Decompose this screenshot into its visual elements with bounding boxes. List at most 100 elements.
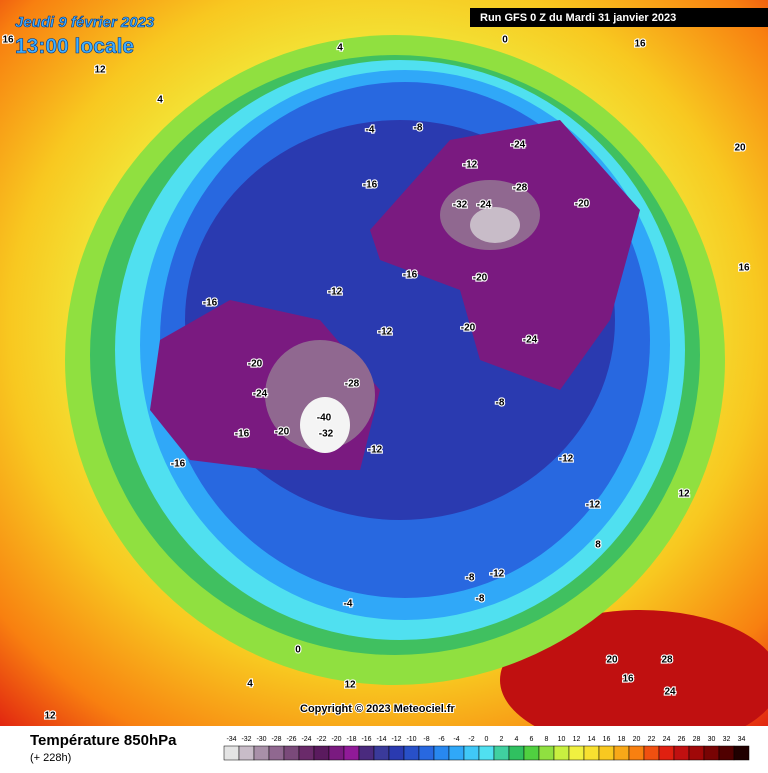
contour-label: -20 (248, 359, 263, 370)
colorbar-label: 12 (573, 736, 581, 743)
contour-label: -12 (586, 500, 601, 511)
run-info: Run GFS 0 Z du Mardi 31 janvier 2023 (480, 12, 676, 24)
cold-core (470, 207, 520, 243)
colorbar-swatch (433, 745, 450, 761)
contour-label: 16 (738, 263, 750, 274)
colorbar-label: -34 (226, 736, 236, 743)
contour-label: -20 (575, 199, 590, 210)
contour-label: 12 (94, 65, 106, 76)
contour-label: -8 (466, 573, 475, 584)
colorbar-label: -14 (376, 736, 386, 743)
contour-label: -24 (523, 335, 538, 346)
colorbar-label: 18 (618, 736, 626, 743)
colorbar-swatch (328, 745, 345, 761)
contour-label: 16 (2, 35, 14, 46)
contour-label: 20 (734, 143, 746, 154)
colorbar-swatch (583, 745, 600, 761)
contour-label: -24 (477, 200, 492, 211)
contour-label: -28 (345, 379, 360, 390)
colorbar-swatch (388, 745, 405, 761)
contour-label: 4 (337, 43, 343, 54)
colorbar-label: -20 (331, 736, 341, 743)
contour-label: -40 (317, 413, 332, 424)
contour-label: -12 (378, 327, 393, 338)
contour-label: -16 (235, 429, 250, 440)
colorbar-label: -32 (241, 736, 251, 743)
colorbar-label: 34 (738, 736, 746, 743)
colorbar-label: 24 (663, 736, 671, 743)
colorbar-label: 14 (588, 736, 596, 743)
colorbar-swatch (463, 745, 480, 761)
colorbar-label: -6 (438, 736, 444, 743)
field-name: Température 850hPa (30, 732, 177, 749)
contour-label: -12 (559, 454, 574, 465)
colorbar-swatch (358, 745, 375, 761)
colorbar-swatch (703, 745, 720, 761)
colorbar-label: 8 (545, 736, 549, 743)
contour-label: 0 (502, 35, 508, 46)
contour-label: -16 (403, 270, 418, 281)
colorbar-swatch (628, 745, 645, 761)
colorbar-label: -18 (346, 736, 356, 743)
copyright: Copyright © 2023 Meteociel.fr (300, 703, 456, 715)
colorbar-swatch (268, 745, 285, 761)
colorbar-swatch (673, 745, 690, 761)
colorbar-swatch (448, 745, 465, 761)
run-box (470, 8, 768, 27)
colorbar-swatch (613, 745, 630, 761)
colorbar-swatch (718, 745, 735, 761)
colorbar-swatch (223, 745, 240, 761)
contour-label: 12 (678, 489, 690, 500)
contour-label: 24 (664, 687, 676, 698)
local-time: 13:00 locale (15, 35, 134, 58)
cold-core (370, 120, 640, 390)
colorbar-label: -16 (361, 736, 371, 743)
colorbar-swatch (733, 745, 750, 761)
contour-label: -8 (476, 594, 485, 605)
colorbar-label: 0 (485, 736, 489, 743)
colorbar-swatch (313, 745, 330, 761)
lead-time: (+ 228h) (30, 752, 71, 764)
colorbar-label: -2 (468, 736, 474, 743)
colorbar-swatch (418, 745, 435, 761)
contour-label: -12 (490, 569, 505, 580)
contour-label: -32 (319, 429, 334, 440)
colorbar-label: 2 (500, 736, 504, 743)
colorbar-label: 4 (515, 736, 519, 743)
contour-label: -20 (473, 273, 488, 284)
contour-label: -12 (463, 160, 478, 171)
contour-label: -4 (344, 599, 353, 610)
colorbar-label: -28 (271, 736, 281, 743)
colorbar-label: 30 (708, 736, 716, 743)
contour-label: -12 (328, 287, 343, 298)
contour-label: 12 (344, 680, 356, 691)
contour-label: -32 (453, 200, 468, 211)
colorbar-label: 26 (678, 736, 686, 743)
colorbar-swatch (493, 745, 510, 761)
colorbar-label: 22 (648, 736, 656, 743)
contour-label: 12 (44, 711, 56, 722)
colorbar-label: -22 (316, 736, 326, 743)
colorbar-label: -24 (301, 736, 311, 743)
contour-label: 4 (247, 679, 253, 690)
contour-label: -20 (275, 427, 290, 438)
colorbar-swatch (373, 745, 390, 761)
valid-date: Jeudi 9 février 2023 (15, 14, 155, 31)
contour-label: -16 (363, 180, 378, 191)
warm-region (500, 610, 768, 750)
contour-label: -12 (368, 445, 383, 456)
colorbar-swatch (253, 745, 270, 761)
colorbar-swatch (403, 745, 420, 761)
contour-label: 16 (622, 674, 634, 685)
colorbar-label: 16 (603, 736, 611, 743)
cold-core (300, 397, 350, 453)
colorbar-swatch (688, 745, 705, 761)
contour-label: -8 (414, 123, 423, 134)
colorbar-swatch (658, 745, 675, 761)
colorbar-label: -4 (453, 736, 459, 743)
colorbar-swatch (538, 745, 555, 761)
colorbar-label: -30 (256, 736, 266, 743)
colorbar-label: -8 (423, 736, 429, 743)
colorbar-label: -10 (406, 736, 416, 743)
